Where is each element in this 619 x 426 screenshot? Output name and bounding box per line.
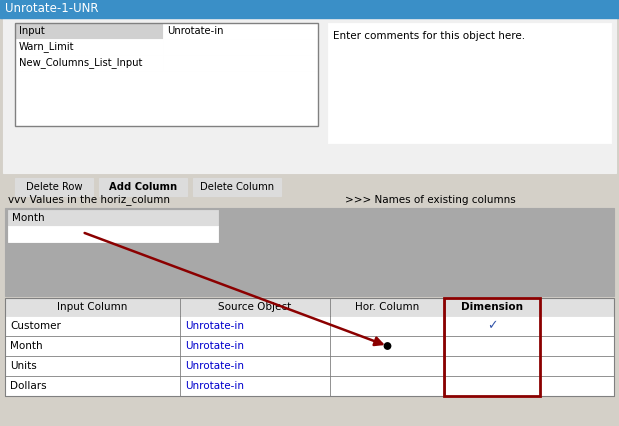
Bar	[163, 39, 318, 55]
Bar	[163, 23, 318, 39]
Text: ✓: ✓	[487, 320, 497, 333]
Bar	[15, 23, 318, 126]
Text: Month: Month	[12, 213, 45, 223]
Bar	[5, 298, 614, 316]
Text: Delete Row: Delete Row	[26, 182, 82, 192]
Text: Unrotate-in: Unrotate-in	[167, 26, 223, 36]
Text: Unrotate-in: Unrotate-in	[185, 381, 244, 391]
Text: Delete Column: Delete Column	[200, 182, 274, 192]
Text: Units: Units	[10, 361, 37, 371]
Text: Input: Input	[19, 26, 45, 36]
Bar	[99, 178, 187, 196]
Text: Dimension: Dimension	[461, 302, 523, 312]
Circle shape	[383, 321, 392, 331]
Bar	[5, 298, 614, 396]
Bar	[487, 360, 498, 371]
Text: Unrotate-in: Unrotate-in	[185, 321, 244, 331]
Text: Dollars: Dollars	[10, 381, 46, 391]
Bar	[15, 71, 318, 126]
Circle shape	[384, 343, 391, 349]
Text: Warn_Limit: Warn_Limit	[19, 42, 74, 52]
Circle shape	[383, 361, 392, 371]
Bar	[5, 298, 614, 396]
Text: Unrotate-1-UNR: Unrotate-1-UNR	[5, 3, 98, 15]
Bar	[15, 23, 163, 39]
Text: Month: Month	[10, 341, 43, 351]
Bar	[487, 320, 498, 331]
Text: vvv Values in the horiz_column: vvv Values in the horiz_column	[8, 195, 170, 205]
Text: Add Column: Add Column	[109, 182, 177, 192]
Text: Unrotate-in: Unrotate-in	[185, 341, 244, 351]
Bar	[5, 208, 614, 296]
Circle shape	[383, 341, 392, 351]
Text: >>> Names of existing columns: >>> Names of existing columns	[345, 195, 516, 205]
Bar	[15, 55, 163, 71]
Text: Unrotate-in: Unrotate-in	[185, 361, 244, 371]
Bar	[8, 226, 218, 242]
Bar	[163, 55, 318, 71]
Text: Customer: Customer	[10, 321, 61, 331]
Bar	[328, 23, 611, 143]
Bar	[15, 39, 163, 55]
Text: Hor. Column: Hor. Column	[355, 302, 420, 312]
Circle shape	[383, 381, 392, 391]
Bar	[0, 0, 619, 18]
Text: Enter comments for this object here.: Enter comments for this object here.	[333, 31, 525, 41]
Bar	[193, 178, 281, 196]
Text: New_Columns_List_Input: New_Columns_List_Input	[19, 58, 142, 69]
Bar	[3, 18, 616, 173]
Bar	[487, 340, 498, 351]
Bar	[487, 380, 498, 391]
Bar	[444, 298, 540, 396]
Text: Input Column: Input Column	[58, 302, 128, 312]
Bar	[15, 178, 93, 196]
Text: Source Object: Source Object	[219, 302, 292, 312]
Bar	[8, 210, 218, 226]
